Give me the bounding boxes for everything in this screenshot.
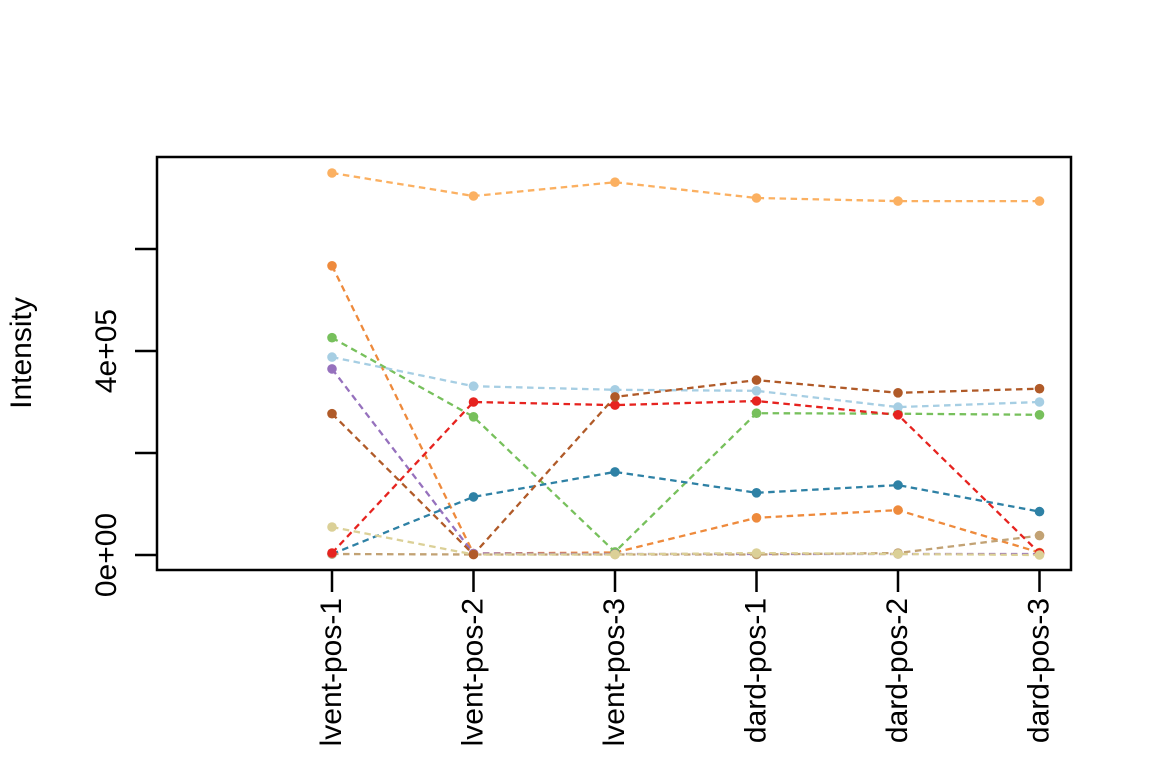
y-tick-label: 4e+05 [90,309,123,393]
data-point [751,408,762,419]
series-line [331,470,1040,556]
data-point [327,261,337,271]
data-point [893,549,903,559]
data-point [468,492,479,502]
x-tick-label: lvent-pos-3 [598,598,631,746]
data-point [327,168,337,178]
data-point [610,467,620,477]
y-axis-title: Intensity [5,297,38,409]
data-point [893,410,903,420]
data-point [610,392,620,402]
series-line [331,525,1040,557]
x-axis: lvent-pos-1 lvent-pos-2 lvent-pos-3 dard-po… [315,570,1056,746]
data-point [468,397,479,407]
data-point [1034,410,1045,420]
series-brown [327,375,1045,560]
data-point [468,412,479,422]
data-point [1034,550,1045,560]
series-line [331,378,1040,557]
data-point [610,549,620,560]
data-point [1034,383,1045,394]
series-layer [327,168,1045,560]
y-tick-label: 0e+00 [90,513,123,597]
data-point [893,480,903,490]
series-teal [327,467,1045,559]
series-line [331,355,1040,409]
data-point [468,191,479,201]
data-point [327,352,337,362]
data-point [327,408,337,419]
data-point [751,386,762,396]
data-point [893,505,903,515]
data-point [1034,196,1045,206]
data-point [893,402,903,412]
x-tick-label: dard-pos-1 [740,598,773,743]
x-tick-label: dard-pos-3 [1023,598,1056,743]
series-light-blue [327,352,1045,412]
data-point [893,196,903,206]
data-point [893,388,903,398]
x-tick-label: lvent-pos-2 [457,598,490,746]
data-point [327,522,337,532]
x-tick-label: lvent-pos-1 [315,598,348,746]
series-line [331,171,1040,203]
data-point [610,385,620,395]
data-point [1034,397,1045,407]
data-point [751,193,762,203]
x-tick-label: dard-pos-2 [881,598,914,743]
data-point [327,548,337,558]
data-point [751,513,762,523]
data-point [610,400,620,410]
data-point [468,549,479,560]
series-sandy-orange [327,168,1045,206]
data-point [1034,506,1045,517]
data-point [610,177,620,187]
data-point [751,396,762,406]
data-point [327,364,337,374]
data-point [327,332,337,343]
data-point [1034,530,1045,541]
data-point [751,375,762,385]
series-line [331,399,1041,554]
data-point [468,381,479,392]
data-point [751,488,762,498]
y-axis: 0e+00 4e+05 Intensity [5,247,157,597]
data-point [751,548,762,558]
